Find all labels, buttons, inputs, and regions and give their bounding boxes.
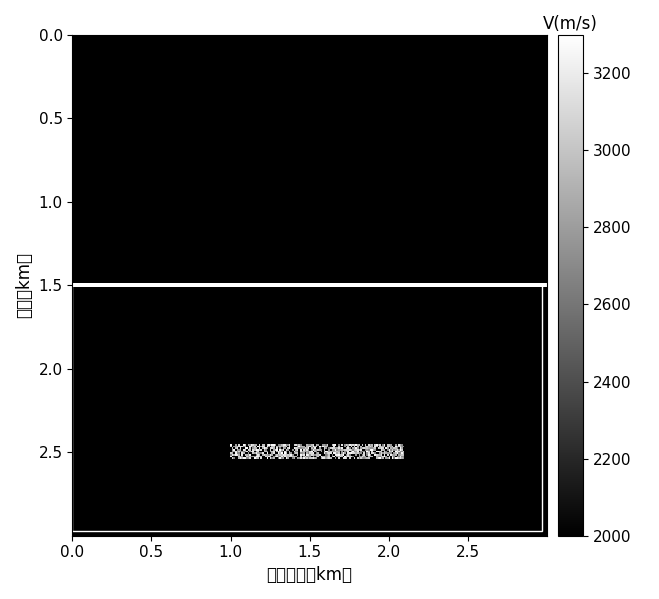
Title: V(m/s): V(m/s) xyxy=(544,15,598,33)
Y-axis label: 深度（km）: 深度（km） xyxy=(15,252,33,318)
Bar xyxy=(72,285,542,531)
X-axis label: 水平距离（km）: 水平距离（km） xyxy=(267,566,353,584)
